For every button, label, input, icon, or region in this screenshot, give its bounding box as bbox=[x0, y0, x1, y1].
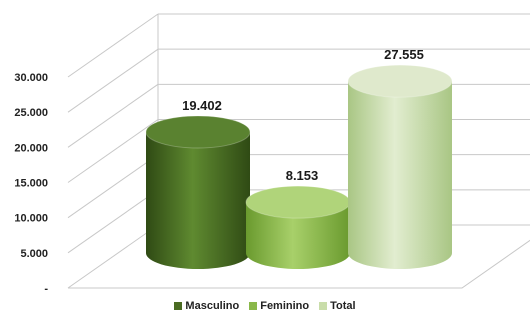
legend-label: Total bbox=[330, 300, 356, 312]
y-axis: - 5.000 10.000 15.000 20.000 25.000 30.000 bbox=[14, 72, 48, 295]
gridline-side bbox=[67, 189, 159, 254]
y-tick-label: 20.000 bbox=[14, 142, 48, 154]
y-tick-label: 5.000 bbox=[20, 248, 48, 260]
bar-body bbox=[246, 202, 350, 269]
y-tick-label: - bbox=[44, 283, 48, 295]
bar-total bbox=[347, 64, 453, 269]
data-label: 27.555 bbox=[384, 47, 424, 62]
floor-edge bbox=[68, 239, 530, 289]
gridline-side bbox=[67, 154, 159, 219]
legend: Masculino Feminino Total bbox=[0, 300, 530, 312]
bar-body bbox=[348, 81, 452, 269]
bar-body bbox=[146, 132, 250, 269]
legend-label: Masculino bbox=[185, 300, 240, 312]
legend-label: Feminino bbox=[260, 300, 310, 312]
data-labels: 19.402 8.153 27.555 bbox=[182, 47, 424, 183]
gridline-side bbox=[67, 224, 159, 289]
y-tick-label: 15.000 bbox=[14, 178, 48, 190]
bar-feminino bbox=[245, 185, 351, 269]
bar-top bbox=[245, 185, 351, 219]
data-label: 8.153 bbox=[286, 168, 319, 183]
gridline-side bbox=[67, 48, 159, 113]
legend-item: Total bbox=[319, 300, 356, 312]
legend-item: Masculino bbox=[174, 300, 239, 312]
legend-swatch bbox=[319, 302, 328, 310]
legend-swatch bbox=[174, 302, 183, 310]
legend-item: Feminino bbox=[249, 300, 309, 312]
legend-swatch bbox=[249, 302, 258, 310]
bar-top bbox=[145, 115, 251, 149]
bar-masculino bbox=[145, 115, 251, 269]
data-label: 19.402 bbox=[182, 98, 222, 113]
y-tick-label: 10.000 bbox=[14, 213, 48, 225]
gridline-side bbox=[67, 13, 159, 78]
gridline-side bbox=[67, 119, 159, 183]
bars bbox=[145, 64, 453, 269]
bar-top bbox=[347, 64, 453, 98]
y-tick-label: 25.000 bbox=[14, 107, 48, 119]
gridline-side bbox=[67, 83, 159, 148]
y-tick-label: 30.000 bbox=[14, 72, 48, 84]
